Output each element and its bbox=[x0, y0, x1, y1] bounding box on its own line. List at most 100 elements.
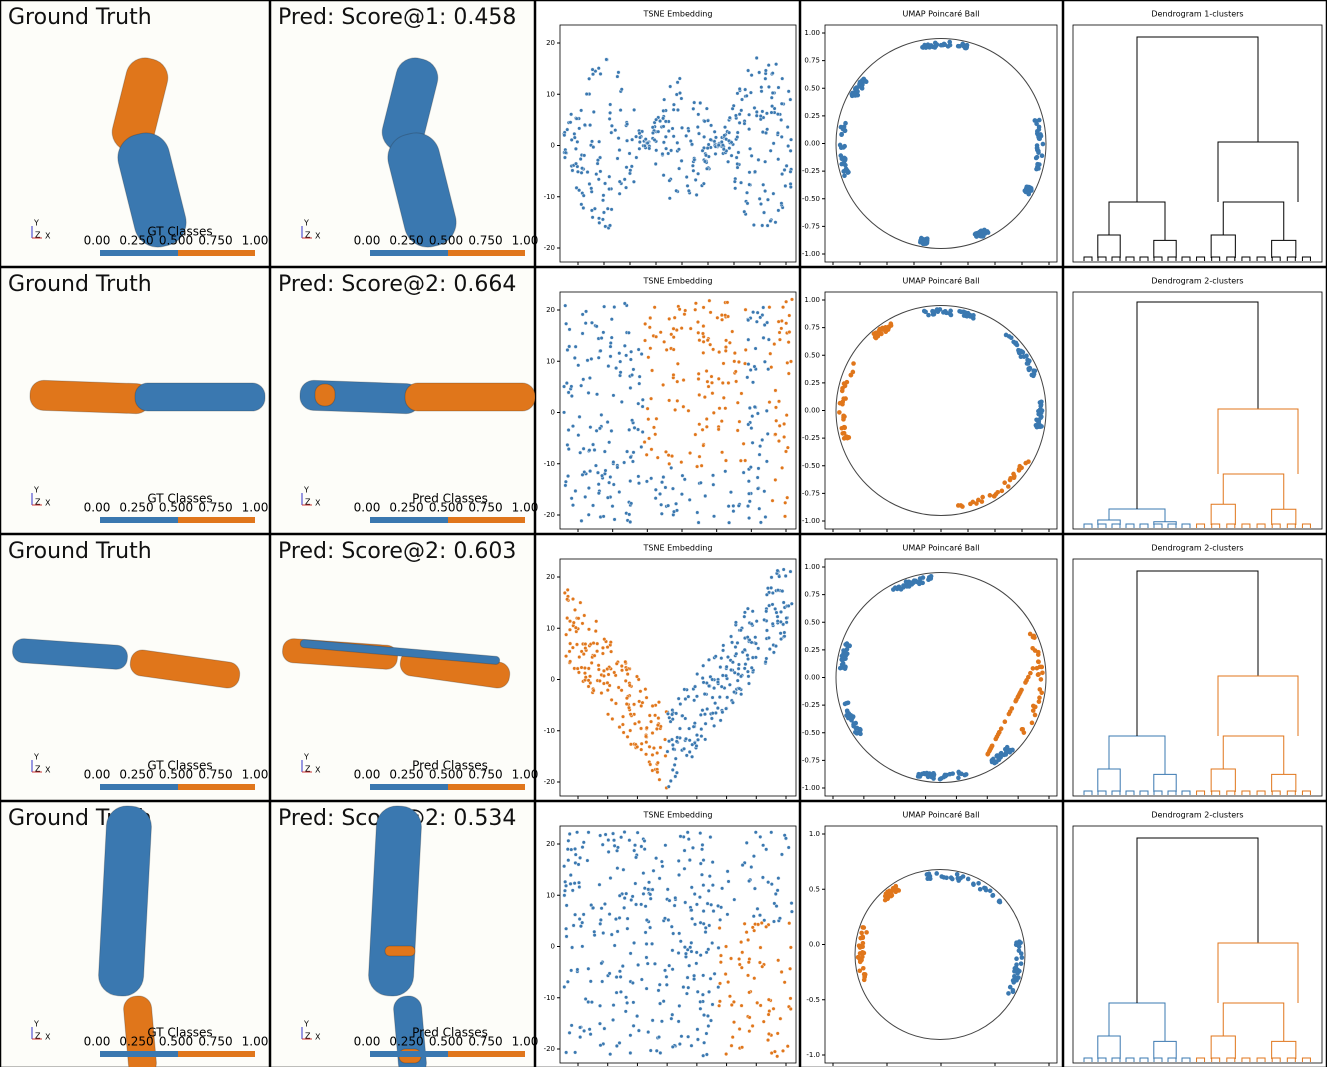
embedding-point bbox=[580, 312, 585, 317]
embedding-point bbox=[843, 120, 848, 126]
embedding-point bbox=[1010, 987, 1016, 993]
embedding-point bbox=[765, 127, 770, 132]
embedding-point bbox=[690, 142, 695, 147]
embedding-point bbox=[746, 337, 751, 342]
embedding-point bbox=[775, 588, 780, 593]
embedding-point bbox=[686, 837, 691, 842]
embedding-point bbox=[742, 647, 747, 652]
embedding-point bbox=[921, 308, 927, 314]
embedding-point bbox=[671, 326, 676, 331]
embedding-point bbox=[711, 482, 716, 487]
embedding-point bbox=[731, 503, 736, 508]
embedding-point bbox=[761, 335, 766, 340]
embedding-point bbox=[671, 747, 676, 752]
embedding-point bbox=[773, 220, 778, 225]
embedding-point bbox=[632, 702, 637, 707]
embedding-point bbox=[565, 587, 570, 592]
embedding-point bbox=[1036, 649, 1041, 655]
pred-title: Pred: Score@2: 0.664 bbox=[278, 272, 516, 297]
embedding-point bbox=[649, 476, 654, 481]
embedding-point bbox=[654, 726, 659, 731]
embedding-point bbox=[1036, 150, 1041, 155]
embedding-point bbox=[685, 830, 690, 835]
embedding-point bbox=[842, 157, 848, 162]
dendrogram-link bbox=[1196, 790, 1206, 795]
embedding-point bbox=[710, 940, 715, 945]
embedding-point bbox=[627, 427, 632, 432]
triad-label: Y bbox=[303, 219, 309, 228]
embedding-point bbox=[1031, 368, 1036, 373]
embedding-point bbox=[573, 860, 578, 865]
embedding-point bbox=[629, 164, 634, 169]
embedding-point bbox=[752, 105, 757, 110]
embedding-point bbox=[735, 130, 740, 135]
embedding-point bbox=[568, 619, 573, 624]
embedding-point bbox=[596, 663, 601, 668]
umap-title: UMAP Poincaré Ball bbox=[902, 810, 979, 820]
embedding-point bbox=[726, 159, 731, 164]
colorbar-tick: 1.00 bbox=[512, 234, 539, 248]
embedding-point bbox=[699, 727, 704, 732]
embedding-point bbox=[651, 425, 656, 430]
embedding-point bbox=[640, 397, 645, 402]
embedding-point bbox=[650, 752, 655, 757]
embedding-point bbox=[701, 1053, 706, 1058]
embedding-point bbox=[675, 379, 680, 384]
dendrogram-link bbox=[1167, 790, 1177, 795]
embedding-point bbox=[720, 673, 725, 678]
embedding-point bbox=[569, 968, 574, 973]
point-cloud bbox=[368, 805, 422, 997]
embedding-point bbox=[689, 908, 694, 913]
embedding-point bbox=[585, 358, 590, 363]
embedding-point bbox=[1034, 131, 1040, 136]
embedding-point bbox=[631, 1023, 636, 1028]
embedding-point bbox=[700, 708, 705, 713]
embedding-point bbox=[670, 948, 675, 953]
embedding-point bbox=[598, 917, 603, 922]
embedding-point bbox=[623, 678, 628, 683]
embedding-point bbox=[726, 380, 731, 385]
embedding-point bbox=[585, 170, 590, 175]
embedding-point bbox=[786, 89, 791, 94]
embedding-point bbox=[737, 686, 742, 691]
triad-label: Y bbox=[33, 486, 39, 495]
embedding-point bbox=[573, 846, 578, 851]
colorbar bbox=[448, 784, 525, 790]
embedding-point bbox=[614, 975, 619, 980]
embedding-point bbox=[606, 672, 611, 677]
embedding-point bbox=[775, 1031, 780, 1036]
embedding-point bbox=[662, 97, 667, 102]
embedding-point bbox=[563, 483, 568, 488]
embedding-point bbox=[625, 734, 630, 739]
embedding-point bbox=[708, 1018, 713, 1023]
embedding-point bbox=[614, 1043, 619, 1048]
embedding-point bbox=[736, 503, 741, 508]
embedding-point bbox=[677, 872, 682, 877]
embedding-point bbox=[615, 465, 620, 470]
embedding-point bbox=[653, 487, 658, 492]
embedding-point bbox=[920, 575, 926, 580]
embedding-point bbox=[569, 112, 574, 117]
embedding-point bbox=[671, 931, 676, 936]
embedding-point bbox=[712, 686, 717, 691]
embedding-point bbox=[724, 673, 729, 678]
embedding-point bbox=[725, 300, 730, 305]
embedding-point bbox=[1040, 141, 1046, 147]
embedding-point bbox=[701, 305, 706, 310]
embedding-point bbox=[734, 651, 739, 656]
embedding-point bbox=[586, 627, 591, 632]
embedding-point bbox=[608, 354, 613, 359]
embedding-point bbox=[650, 130, 655, 135]
embedding-point bbox=[733, 369, 738, 374]
embedding-point bbox=[609, 428, 614, 433]
embedding-point bbox=[1036, 419, 1042, 425]
embedding-point bbox=[1008, 475, 1013, 481]
embedding-point bbox=[601, 668, 606, 673]
embedding-point bbox=[765, 431, 770, 436]
embedding-point bbox=[857, 959, 863, 964]
embedding-point bbox=[697, 338, 702, 343]
embedding-point bbox=[956, 878, 961, 883]
embedding-point bbox=[717, 999, 722, 1004]
embedding-point bbox=[645, 961, 650, 966]
embedding-point bbox=[706, 384, 711, 389]
